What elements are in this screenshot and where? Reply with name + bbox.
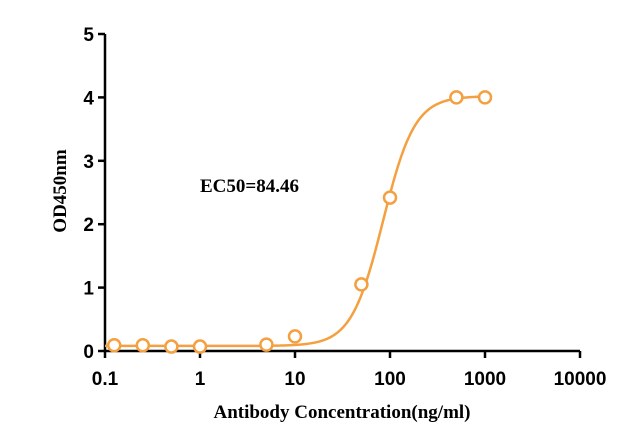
fit-curve bbox=[105, 95, 486, 348]
data-point bbox=[192, 339, 208, 354]
data-point bbox=[259, 337, 274, 352]
x-axis-title: Antibody Concentration(ng/ml) bbox=[213, 402, 470, 423]
data-point bbox=[135, 338, 151, 353]
y-tick-label: 4 bbox=[83, 88, 94, 109]
axes bbox=[103, 34, 580, 353]
y-tick-label: 0 bbox=[83, 342, 94, 363]
x-tick-label: 1000 bbox=[464, 369, 506, 390]
data-point bbox=[164, 339, 179, 354]
data-point bbox=[354, 277, 369, 292]
x-tick-label: 0.1 bbox=[92, 369, 119, 390]
data-point bbox=[449, 90, 464, 105]
data-point bbox=[382, 190, 398, 205]
ticks: 0.1 1 10 100 1000 10000 0 1 2 3 4 5 bbox=[83, 25, 606, 390]
y-tick-label: 1 bbox=[83, 279, 94, 300]
fit-curve-layer bbox=[105, 95, 486, 348]
y-tick-label: 3 bbox=[83, 152, 94, 173]
x-tick-label: 10000 bbox=[554, 369, 607, 390]
x-tick-label: 100 bbox=[374, 369, 406, 390]
data-point bbox=[477, 90, 493, 105]
y-tick-label: 2 bbox=[83, 215, 94, 236]
data-point bbox=[287, 329, 303, 344]
y-tick-label: 5 bbox=[83, 25, 94, 46]
points-layer bbox=[106, 90, 493, 354]
data-point bbox=[106, 338, 122, 353]
y-axis-title: OD450nm bbox=[50, 149, 71, 233]
x-tick-label: 10 bbox=[284, 369, 305, 390]
ec50-annotation: EC50=84.46 bbox=[200, 176, 299, 197]
x-tick-label: 1 bbox=[195, 369, 206, 390]
